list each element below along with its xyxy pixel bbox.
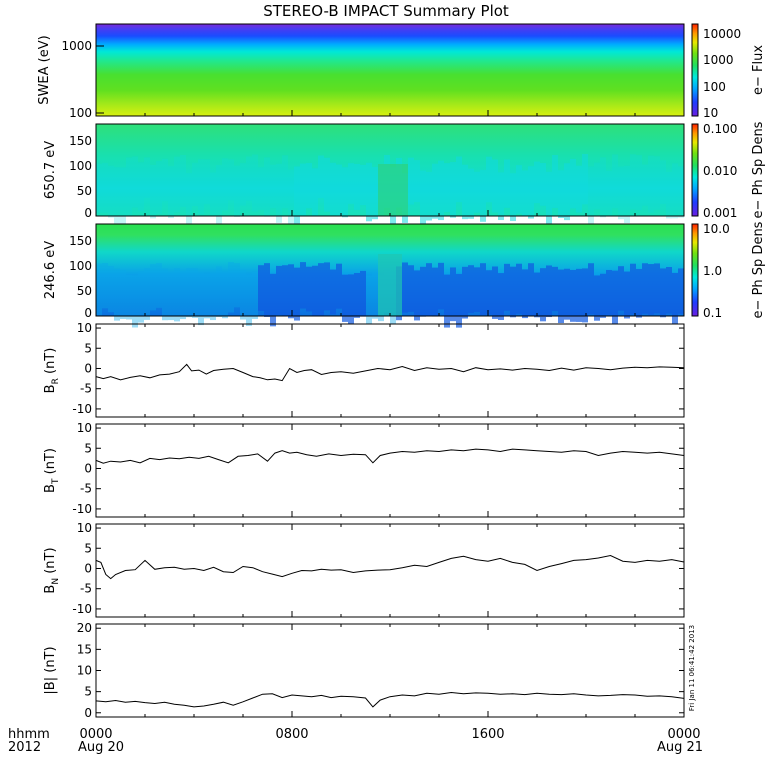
bt-ytick-label: 0	[84, 461, 92, 475]
bt-ylabel: BT (nT)	[43, 448, 61, 493]
swea-ytick-1000: 1000	[61, 39, 92, 53]
bn-series-line	[95, 554, 685, 580]
swea-ylabel: SWEA (eV)	[37, 35, 52, 104]
bt-panel: 10 5 0 -5 -10 BT (nT)	[43, 421, 685, 518]
bt-series-line	[95, 448, 685, 464]
pad246-ytick-100: 100	[69, 259, 92, 273]
swea-ytick-100: 100	[69, 106, 92, 120]
pad650-texture	[96, 154, 684, 228]
time-axis-left-label-hhmm: hhmm	[8, 727, 50, 742]
swea-cbar-tick-100: 100	[703, 80, 726, 94]
bmag-ytick-label: 10	[77, 664, 92, 678]
bmag-ytick-label: 20	[77, 621, 92, 635]
br-ytick-label: 0	[84, 361, 92, 375]
br-ytick-label: 5	[84, 341, 92, 355]
br-ytick-label: 10	[77, 321, 92, 335]
pad246-colorbar-label: e− Ph Sp Dens	[751, 221, 766, 318]
time-tick-label-0800: 0800	[275, 727, 308, 742]
bt-ytick-label: -5	[80, 482, 92, 496]
swea-colorbar-label: e− Flux	[751, 45, 766, 95]
bmag-ylabel: |B| (nT)	[43, 646, 58, 694]
chart-title: STEREO-B IMPACT Summary Plot	[263, 2, 509, 20]
bt-ytick-label: 5	[84, 441, 92, 455]
time-tick-sublabel-aug-20: Aug 20	[78, 740, 124, 755]
bmag-panel: 20 15 10 5 0 |B| (nT)	[43, 621, 685, 720]
bmag-series-line	[95, 691, 685, 708]
br-ytick-label: -5	[80, 382, 92, 396]
pad246-cbar-tick-1-0: 1.0	[703, 264, 722, 278]
swea-cbar-tick-10000: 10000	[703, 27, 741, 41]
pad650-ytick-0: 0	[84, 206, 92, 220]
pad650-ylabel: 650.7 eV	[43, 141, 58, 199]
swea-cbar-tick-10: 10	[703, 106, 718, 120]
br-ytick-label: -10	[72, 402, 92, 416]
pad246-spectrogram-panel: 150 100 50 0 246.6 eV 10.0 1.0 0.1 e− Ph…	[43, 221, 766, 328]
pad650-cbar-tick-0-010: 0.010	[703, 164, 737, 178]
pad650-ytick-50: 50	[77, 184, 92, 198]
bmag-ytick-label: 5	[84, 685, 92, 699]
time-tick-label-0000-end: 0000	[667, 727, 700, 742]
pad650-ytick-150: 150	[69, 134, 92, 148]
pad650-colorbar-label: e− Ph Sp Dens	[751, 121, 766, 218]
pad650-colorbar	[692, 124, 698, 216]
bn-ytick-label: 0	[84, 561, 92, 575]
pad650-spectrogram-panel: 150 100 50 0 650.7 eV 0.100 0.010 0.001 …	[43, 121, 766, 228]
bn-plot-frame	[95, 523, 685, 618]
bmag-ytick-label: 15	[77, 642, 92, 656]
bn-panel: 10 5 0 -5 -10 BN (nT)	[43, 521, 685, 618]
bn-ytick-label: -5	[80, 582, 92, 596]
pad246-texture	[96, 254, 684, 328]
br-ylabel: BR (nT)	[43, 348, 61, 394]
pad246-cbar-tick-10-0: 10.0	[703, 222, 730, 236]
bmag-ytick-label: 0	[84, 706, 92, 720]
magnetic-field-panels: 10 5 0 -5 -10 BR (nT) 10 5 0 -5 -10 BT (nT) 10 5 0 -5 -1…	[43, 321, 685, 720]
swea-spectrogram	[96, 24, 684, 116]
swea-spectrogram-panel: 1000 100 SWEA (eV) 10000 1000 100 10 e− …	[37, 23, 766, 120]
bt-plot-frame	[95, 423, 685, 518]
bn-ytick-label: 5	[84, 541, 92, 555]
pad650-ytick-100: 100	[69, 159, 92, 173]
pad246-ytick-0: 0	[84, 306, 92, 320]
br-panel: 10 5 0 -5 -10 BR (nT)	[43, 321, 685, 418]
pad246-ylabel: 246.6 eV	[43, 241, 58, 299]
bt-ytick-label: -10	[72, 502, 92, 516]
br-plot-frame	[95, 323, 685, 418]
time-axis-left-label-year: 2012	[8, 740, 41, 755]
pad246-ytick-50: 50	[77, 284, 92, 298]
pad246-cbar-tick-0-1: 0.1	[703, 306, 722, 320]
bmag-plot-frame	[95, 623, 685, 718]
time-tick-label-1600: 1600	[471, 727, 504, 742]
pad650-cbar-tick-0-100: 0.100	[703, 122, 737, 136]
bn-ylabel: BN (nT)	[43, 547, 61, 593]
generation-timestamp: Fri Jan 11 06:41:42 2013	[688, 625, 696, 711]
time-tick-label-0000-start: 0000	[79, 727, 112, 742]
pad246-colorbar	[692, 224, 698, 316]
pad650-cbar-tick-0-001: 0.001	[703, 206, 737, 220]
br-series-line	[95, 363, 685, 382]
time-tick-sublabel-aug-21: Aug 21	[657, 740, 703, 755]
bt-ytick-label: 10	[77, 421, 92, 435]
time-axis: hhmm 2012 0000 Aug 20 0800 1600 0000 Aug…	[8, 727, 703, 755]
bn-ytick-label: -10	[72, 602, 92, 616]
swea-cbar-tick-1000: 1000	[703, 53, 734, 67]
swea-colorbar	[692, 24, 698, 116]
pad246-ytick-150: 150	[69, 234, 92, 248]
bn-ytick-label: 10	[77, 521, 92, 535]
